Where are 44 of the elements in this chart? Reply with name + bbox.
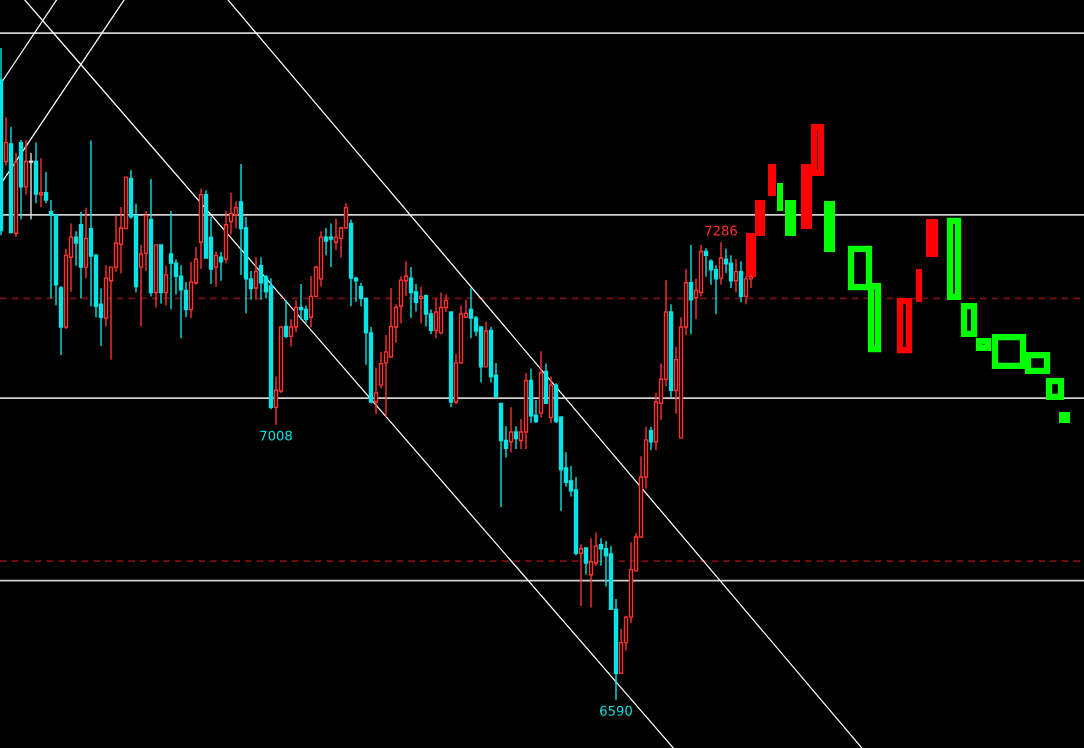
candlestick	[253, 256, 259, 301]
candlestick	[598, 537, 604, 567]
candlestick	[258, 256, 264, 301]
candlestick	[168, 210, 174, 311]
candlestick	[298, 283, 304, 321]
candlestick	[28, 152, 34, 221]
candlestick	[583, 547, 589, 576]
candlestick	[293, 299, 299, 333]
candlestick	[433, 297, 439, 339]
candlestick	[408, 266, 414, 319]
candlestick	[323, 227, 329, 257]
candlestick	[578, 543, 584, 607]
candlestick	[218, 251, 224, 282]
candlestick	[688, 244, 694, 335]
candlestick	[233, 200, 239, 230]
candlestick	[43, 171, 49, 204]
candlestick	[588, 537, 594, 609]
annotation: 6590	[600, 705, 632, 716]
candlestick	[373, 366, 379, 415]
candlestick	[38, 157, 44, 208]
candlestick	[283, 299, 289, 339]
candlestick	[213, 250, 219, 288]
candlestick	[418, 285, 424, 324]
candlestick	[728, 254, 734, 289]
candlestick	[163, 265, 169, 307]
candlestick	[513, 425, 519, 450]
candlestick	[468, 287, 474, 339]
candlestick	[423, 293, 429, 328]
candlestick	[48, 199, 54, 300]
candlestick	[713, 264, 719, 315]
candlestick	[328, 222, 334, 268]
candlestick	[3, 116, 9, 167]
candlestick	[378, 351, 384, 390]
candlestick	[228, 192, 234, 236]
annotation: 7008	[260, 430, 292, 441]
candlestick	[733, 258, 739, 294]
candlestick	[508, 406, 514, 453]
candlestick	[743, 275, 749, 305]
candlestick	[718, 241, 724, 286]
candlestick	[333, 218, 339, 251]
candlestick	[648, 426, 654, 451]
annotation: 7286	[705, 225, 737, 236]
candlestick	[703, 247, 709, 278]
candlestick	[178, 264, 184, 339]
